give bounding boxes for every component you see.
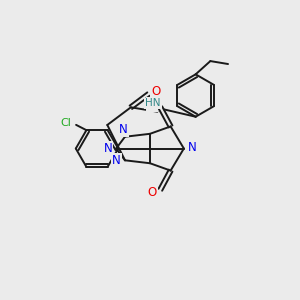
Text: N: N (103, 142, 112, 155)
Text: O: O (147, 98, 157, 111)
Text: N: N (112, 154, 121, 167)
Text: O: O (147, 186, 157, 199)
Text: Cl: Cl (60, 118, 71, 128)
Text: O: O (151, 85, 160, 98)
Text: HN: HN (145, 98, 161, 109)
Text: N: N (119, 123, 128, 136)
Text: N: N (188, 141, 197, 154)
